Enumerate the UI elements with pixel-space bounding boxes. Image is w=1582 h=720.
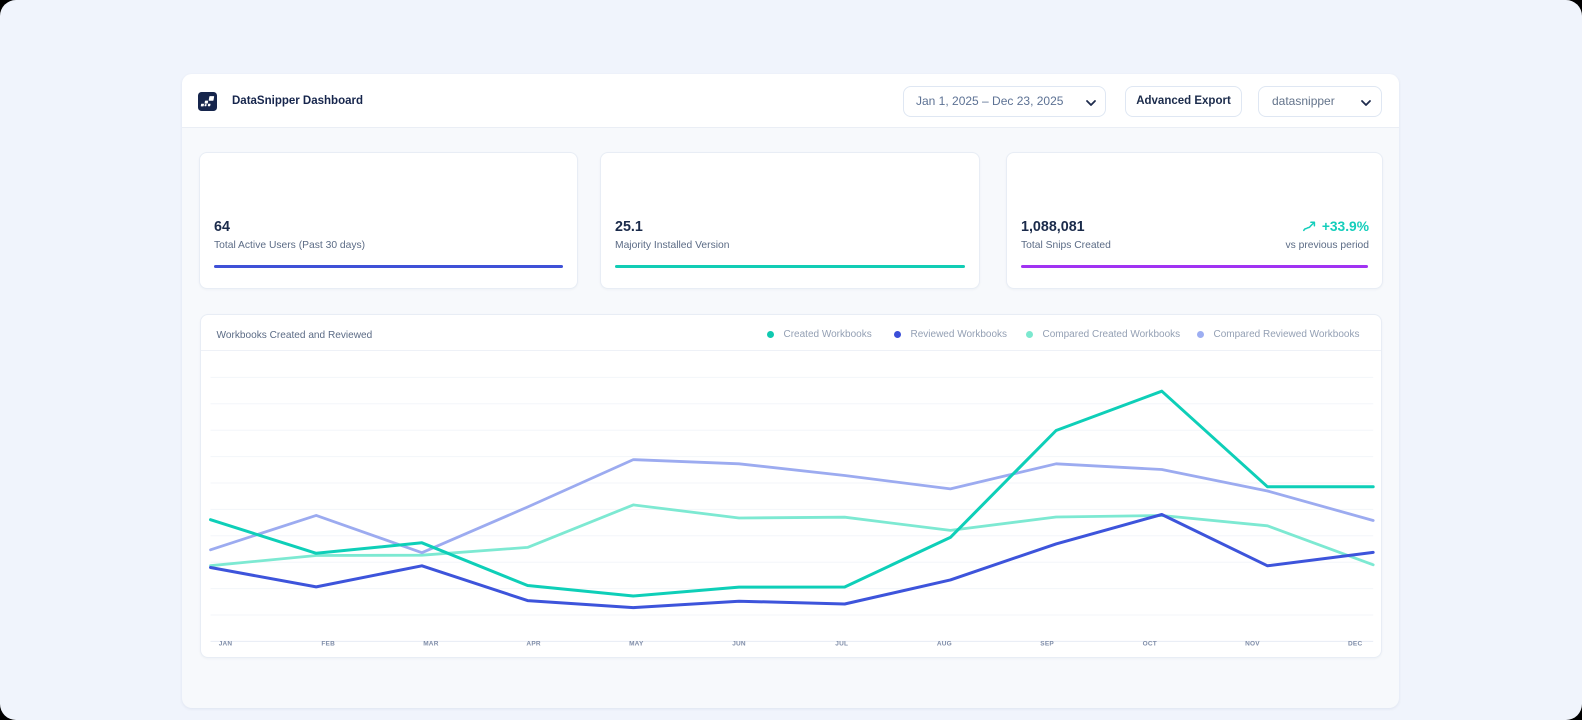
svg-text:NOV: NOV	[1245, 641, 1260, 648]
svg-text:JUL: JUL	[835, 641, 848, 648]
svg-text:OCT: OCT	[1142, 641, 1156, 648]
svg-text:JUN: JUN	[732, 641, 746, 648]
svg-text:DEC: DEC	[1348, 641, 1362, 648]
svg-text:AUG: AUG	[936, 641, 951, 648]
svg-text:JAN: JAN	[218, 641, 232, 648]
svg-text:MAY: MAY	[629, 641, 644, 648]
svg-text:APR: APR	[526, 641, 540, 648]
svg-text:MAR: MAR	[423, 641, 439, 648]
svg-text:FEB: FEB	[321, 641, 335, 648]
svg-text:SEP: SEP	[1040, 641, 1054, 648]
